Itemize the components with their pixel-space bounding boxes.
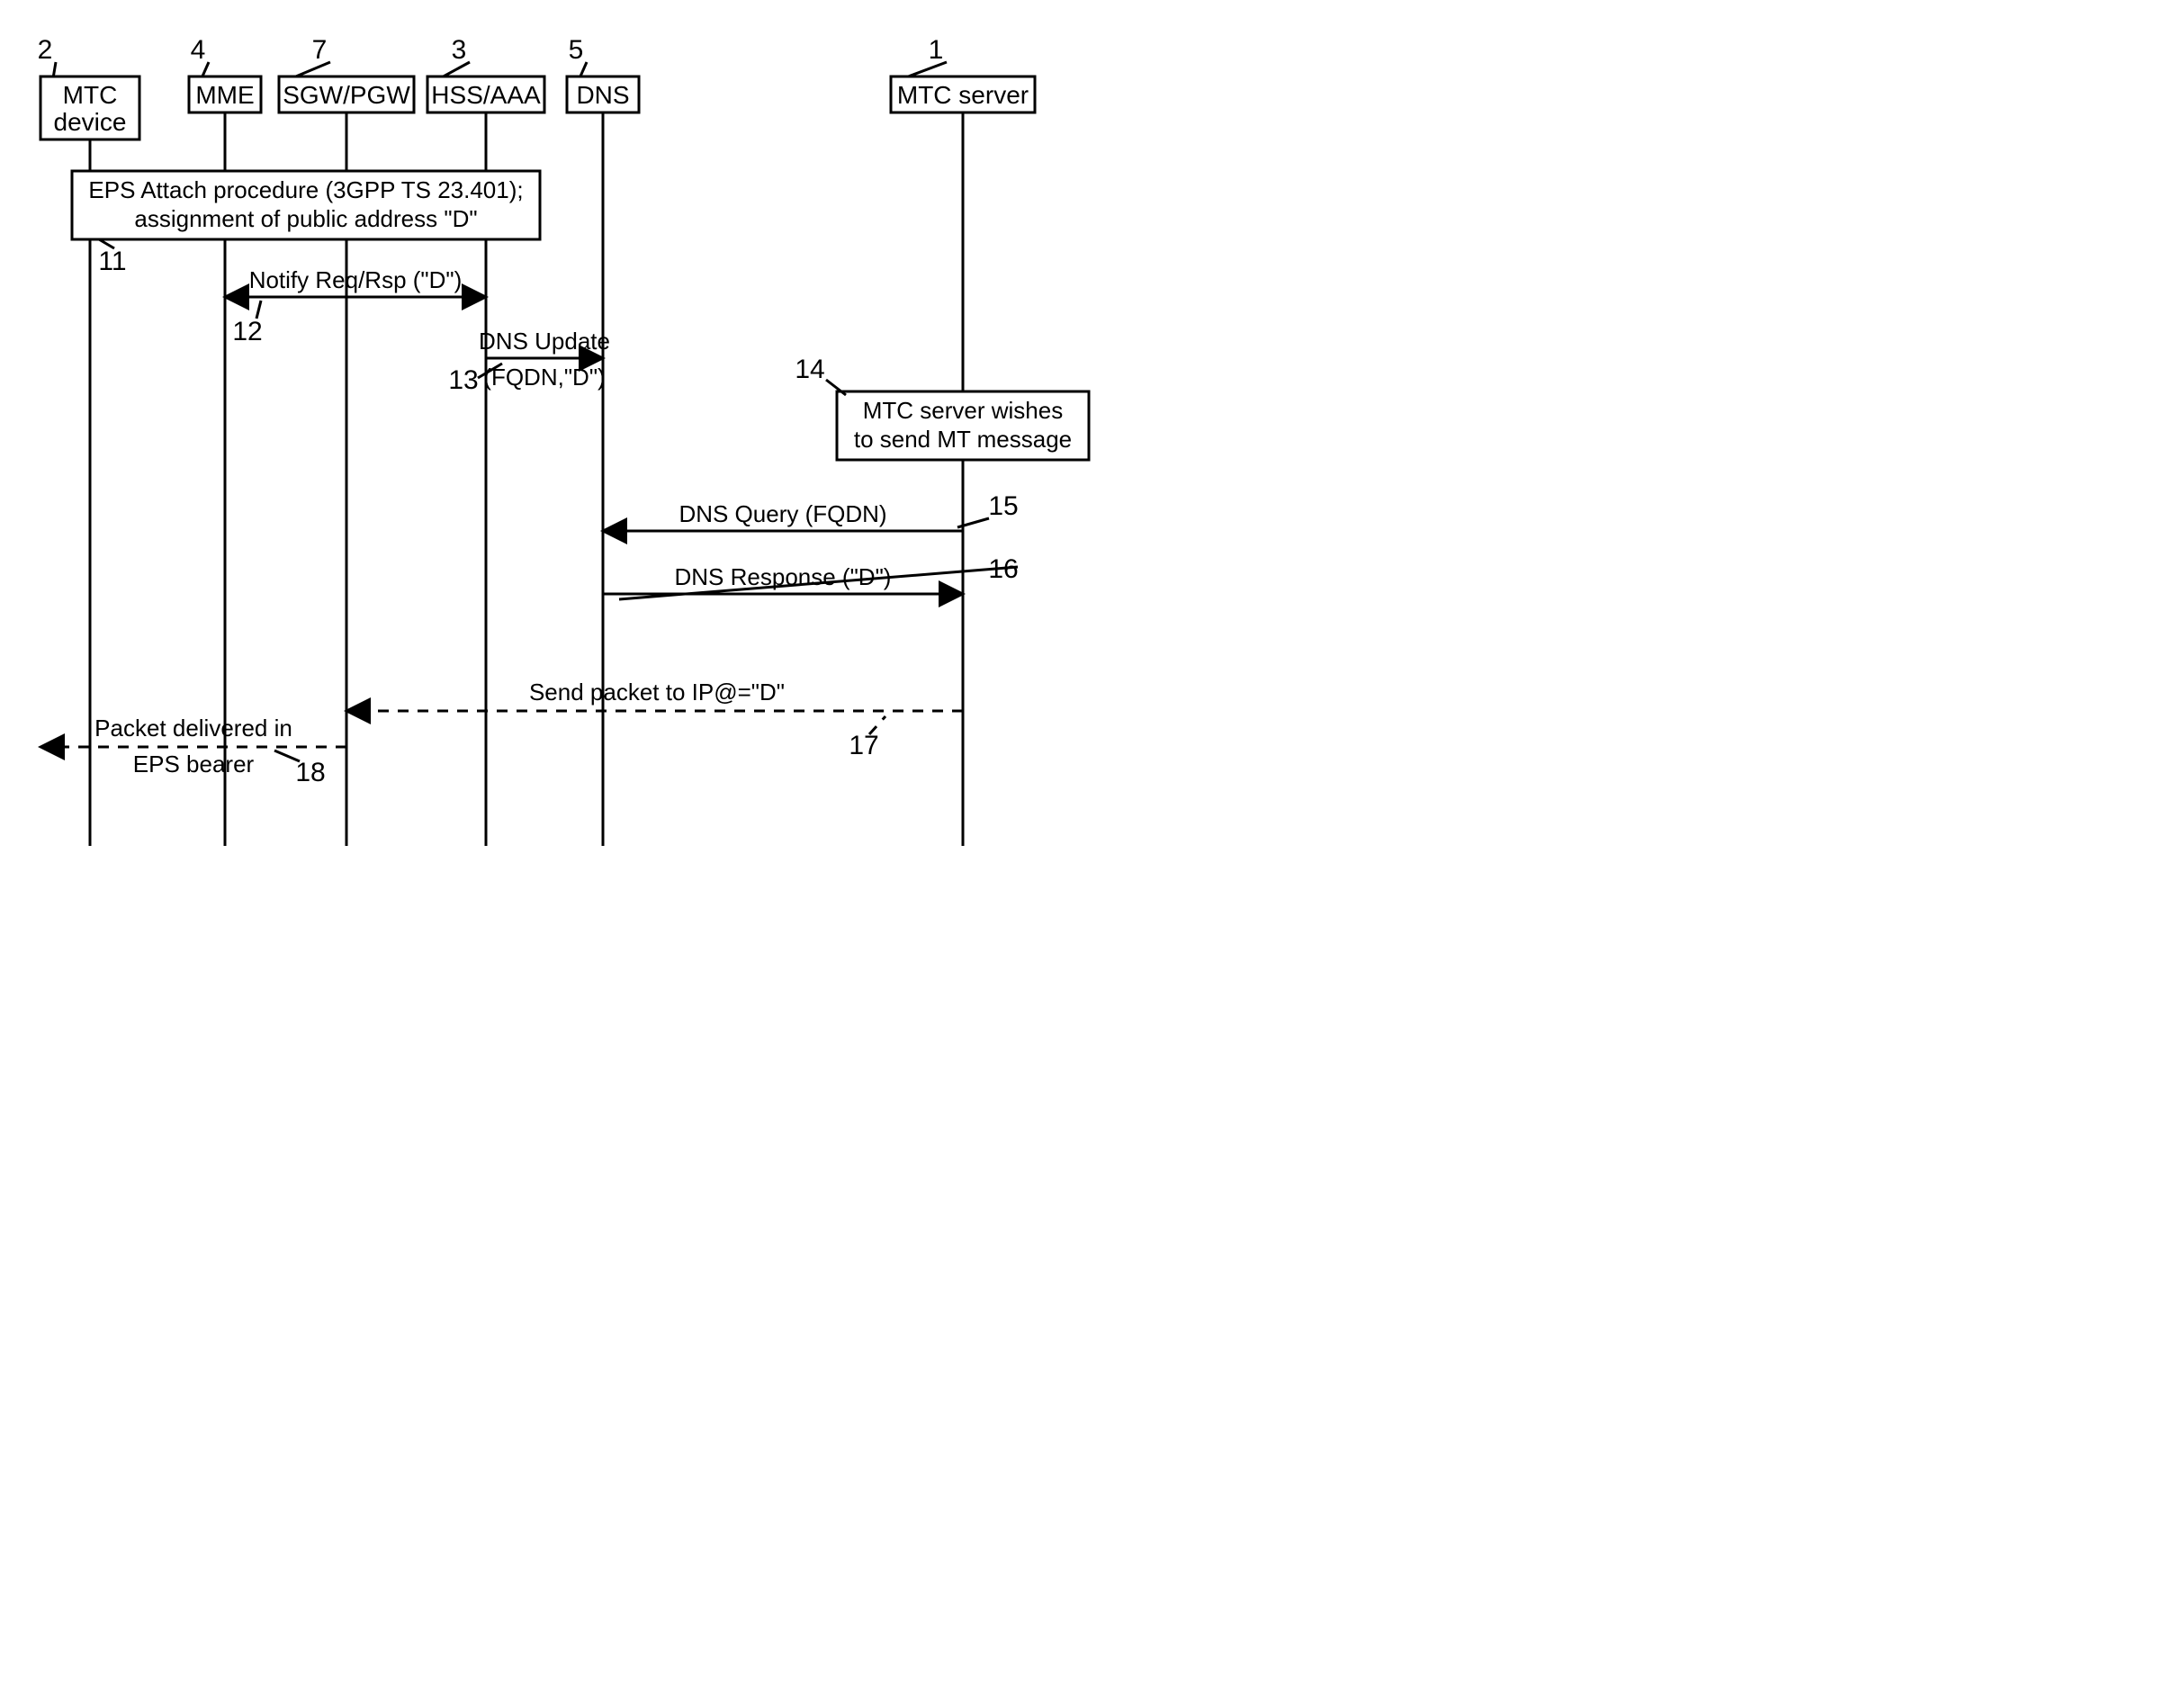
svg-text:Packet delivered in: Packet delivered in xyxy=(94,715,292,742)
svg-text:MTC server wishes: MTC server wishes xyxy=(863,397,1063,424)
svg-text:EPS Attach procedure (3GPP TS: EPS Attach procedure (3GPP TS 23.401); xyxy=(88,176,523,203)
svg-text:1: 1 xyxy=(929,35,944,65)
svg-text:Send packet to IP@="D": Send packet to IP@="D" xyxy=(529,679,785,706)
svg-text:17: 17 xyxy=(849,731,878,760)
svg-text:MME: MME xyxy=(195,81,254,109)
svg-text:Notify Req/Rsp ("D"): Notify Req/Rsp ("D") xyxy=(249,266,463,293)
svg-text:DNS Query (FQDN): DNS Query (FQDN) xyxy=(679,500,886,527)
svg-text:DNS Update: DNS Update xyxy=(479,328,610,355)
svg-text:13: 13 xyxy=(448,365,478,395)
svg-text:12: 12 xyxy=(232,317,262,346)
svg-text:7: 7 xyxy=(312,35,328,65)
svg-text:MTC: MTC xyxy=(63,81,118,109)
svg-text:5: 5 xyxy=(569,35,584,65)
svg-text:DNS: DNS xyxy=(576,81,629,109)
svg-text:11: 11 xyxy=(98,247,126,276)
svg-text:EPS bearer: EPS bearer xyxy=(133,751,255,778)
svg-text:14: 14 xyxy=(795,355,824,384)
svg-text:15: 15 xyxy=(988,491,1018,521)
svg-text:SGW/PGW: SGW/PGW xyxy=(283,81,410,109)
svg-text:18: 18 xyxy=(295,758,325,787)
svg-text:(FQDN,"D"): (FQDN,"D") xyxy=(483,364,605,391)
svg-text:2: 2 xyxy=(38,35,53,65)
svg-text:3: 3 xyxy=(452,35,467,65)
sequence-diagram: 2 MTCdevice 4 MME 7 SGW/PGW 3 HSS/AAA 5 DNS 1 MTC s… xyxy=(18,18,1098,864)
svg-text:4: 4 xyxy=(191,35,206,65)
svg-text:device: device xyxy=(54,108,127,136)
svg-text:assignment of public address ": assignment of public address "D" xyxy=(134,205,477,232)
svg-text:to send MT message: to send MT message xyxy=(854,426,1072,453)
svg-text:MTC server: MTC server xyxy=(897,81,1029,109)
svg-text:HSS/AAA: HSS/AAA xyxy=(431,81,541,109)
